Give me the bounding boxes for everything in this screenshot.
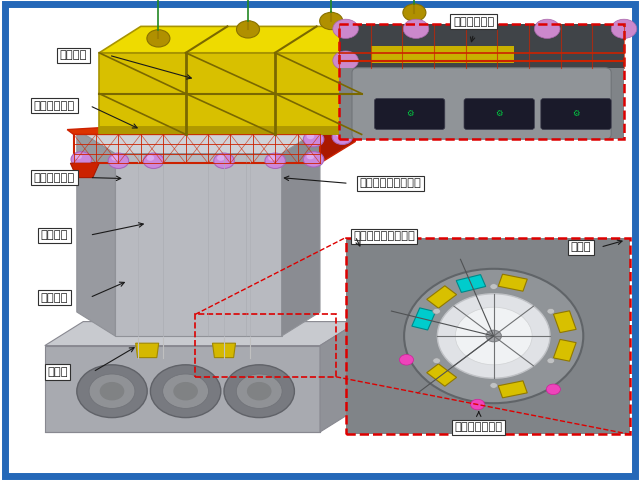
Bar — [346, 238, 630, 434]
FancyBboxPatch shape — [464, 98, 534, 130]
Circle shape — [173, 382, 198, 400]
Polygon shape — [99, 53, 362, 134]
Polygon shape — [77, 130, 320, 154]
FancyBboxPatch shape — [352, 68, 611, 139]
Circle shape — [611, 19, 637, 38]
Circle shape — [332, 129, 353, 144]
Polygon shape — [136, 343, 159, 358]
Circle shape — [224, 365, 294, 418]
Circle shape — [214, 153, 234, 168]
Text: ⚙: ⚙ — [572, 109, 580, 118]
Text: 底部承托桁架: 底部承托桁架 — [34, 101, 75, 110]
Text: ⚙: ⚙ — [406, 109, 413, 118]
Bar — [346, 238, 630, 434]
Circle shape — [74, 154, 82, 159]
Circle shape — [547, 384, 561, 395]
Circle shape — [147, 155, 154, 161]
Bar — [339, 24, 624, 139]
Polygon shape — [45, 346, 320, 432]
Bar — [339, 68, 624, 139]
Circle shape — [143, 153, 164, 168]
Polygon shape — [115, 154, 282, 336]
Bar — [427, 364, 456, 386]
Circle shape — [333, 19, 358, 38]
Bar — [554, 311, 576, 333]
Text: 钢管桩上部抱桩系统: 钢管桩上部抱桩系统 — [360, 179, 421, 188]
Circle shape — [265, 153, 285, 168]
Bar — [371, 46, 514, 63]
Bar — [339, 24, 624, 139]
Circle shape — [486, 330, 501, 342]
Circle shape — [147, 30, 170, 47]
Polygon shape — [45, 322, 358, 346]
Circle shape — [307, 154, 314, 159]
Circle shape — [433, 358, 440, 364]
Bar — [412, 308, 436, 330]
Circle shape — [547, 358, 555, 364]
Circle shape — [268, 155, 276, 161]
Polygon shape — [70, 163, 99, 178]
Circle shape — [403, 4, 426, 21]
Polygon shape — [212, 343, 236, 358]
Circle shape — [470, 399, 484, 410]
Polygon shape — [67, 113, 355, 134]
Text: 楔形块顶紧机构: 楔形块顶紧机构 — [454, 422, 503, 432]
Polygon shape — [362, 26, 403, 134]
Circle shape — [150, 365, 221, 418]
Bar — [339, 24, 624, 68]
Circle shape — [320, 12, 343, 30]
Circle shape — [163, 374, 209, 408]
Polygon shape — [77, 130, 115, 336]
Circle shape — [403, 19, 429, 38]
Circle shape — [455, 307, 532, 365]
Circle shape — [236, 21, 260, 38]
Text: 钢吊杆: 钢吊杆 — [47, 367, 68, 377]
Circle shape — [490, 383, 497, 388]
Text: 柔性吊索: 柔性吊索 — [41, 230, 68, 240]
Circle shape — [333, 51, 358, 70]
Bar — [427, 286, 456, 308]
Circle shape — [89, 374, 135, 408]
FancyBboxPatch shape — [541, 98, 611, 130]
Polygon shape — [282, 130, 320, 336]
Text: 吊具主梁: 吊具主梁 — [60, 50, 87, 60]
Circle shape — [236, 374, 282, 408]
Bar — [195, 314, 336, 377]
Polygon shape — [99, 26, 403, 53]
Circle shape — [77, 365, 147, 418]
Polygon shape — [99, 126, 362, 134]
Circle shape — [307, 133, 314, 139]
Bar — [456, 275, 486, 292]
Circle shape — [335, 131, 343, 137]
Circle shape — [399, 355, 413, 365]
Circle shape — [217, 155, 225, 161]
Circle shape — [247, 382, 271, 400]
Circle shape — [100, 382, 124, 400]
Bar — [554, 339, 576, 361]
Circle shape — [547, 309, 555, 314]
Circle shape — [71, 152, 92, 167]
FancyBboxPatch shape — [374, 98, 445, 130]
Text: 钢管桩下部抱桩系统: 钢管桩下部抱桩系统 — [353, 231, 415, 241]
Circle shape — [303, 152, 324, 167]
Text: 首节墩台: 首节墩台 — [41, 293, 68, 302]
Text: 墩身顶紧机构: 墩身顶紧机构 — [453, 17, 494, 26]
Circle shape — [404, 269, 583, 403]
Text: 剪力键: 剪力键 — [571, 242, 591, 252]
Circle shape — [108, 153, 129, 168]
Polygon shape — [320, 322, 358, 432]
Circle shape — [490, 284, 497, 289]
Text: 三向调位机构: 三向调位机构 — [34, 173, 75, 182]
Text: ⚙: ⚙ — [495, 109, 503, 118]
Bar — [498, 274, 527, 291]
Circle shape — [111, 155, 119, 161]
Circle shape — [433, 309, 440, 314]
Bar — [498, 381, 527, 398]
Circle shape — [303, 132, 324, 147]
Polygon shape — [320, 113, 355, 163]
Circle shape — [437, 294, 550, 378]
Circle shape — [534, 19, 560, 38]
